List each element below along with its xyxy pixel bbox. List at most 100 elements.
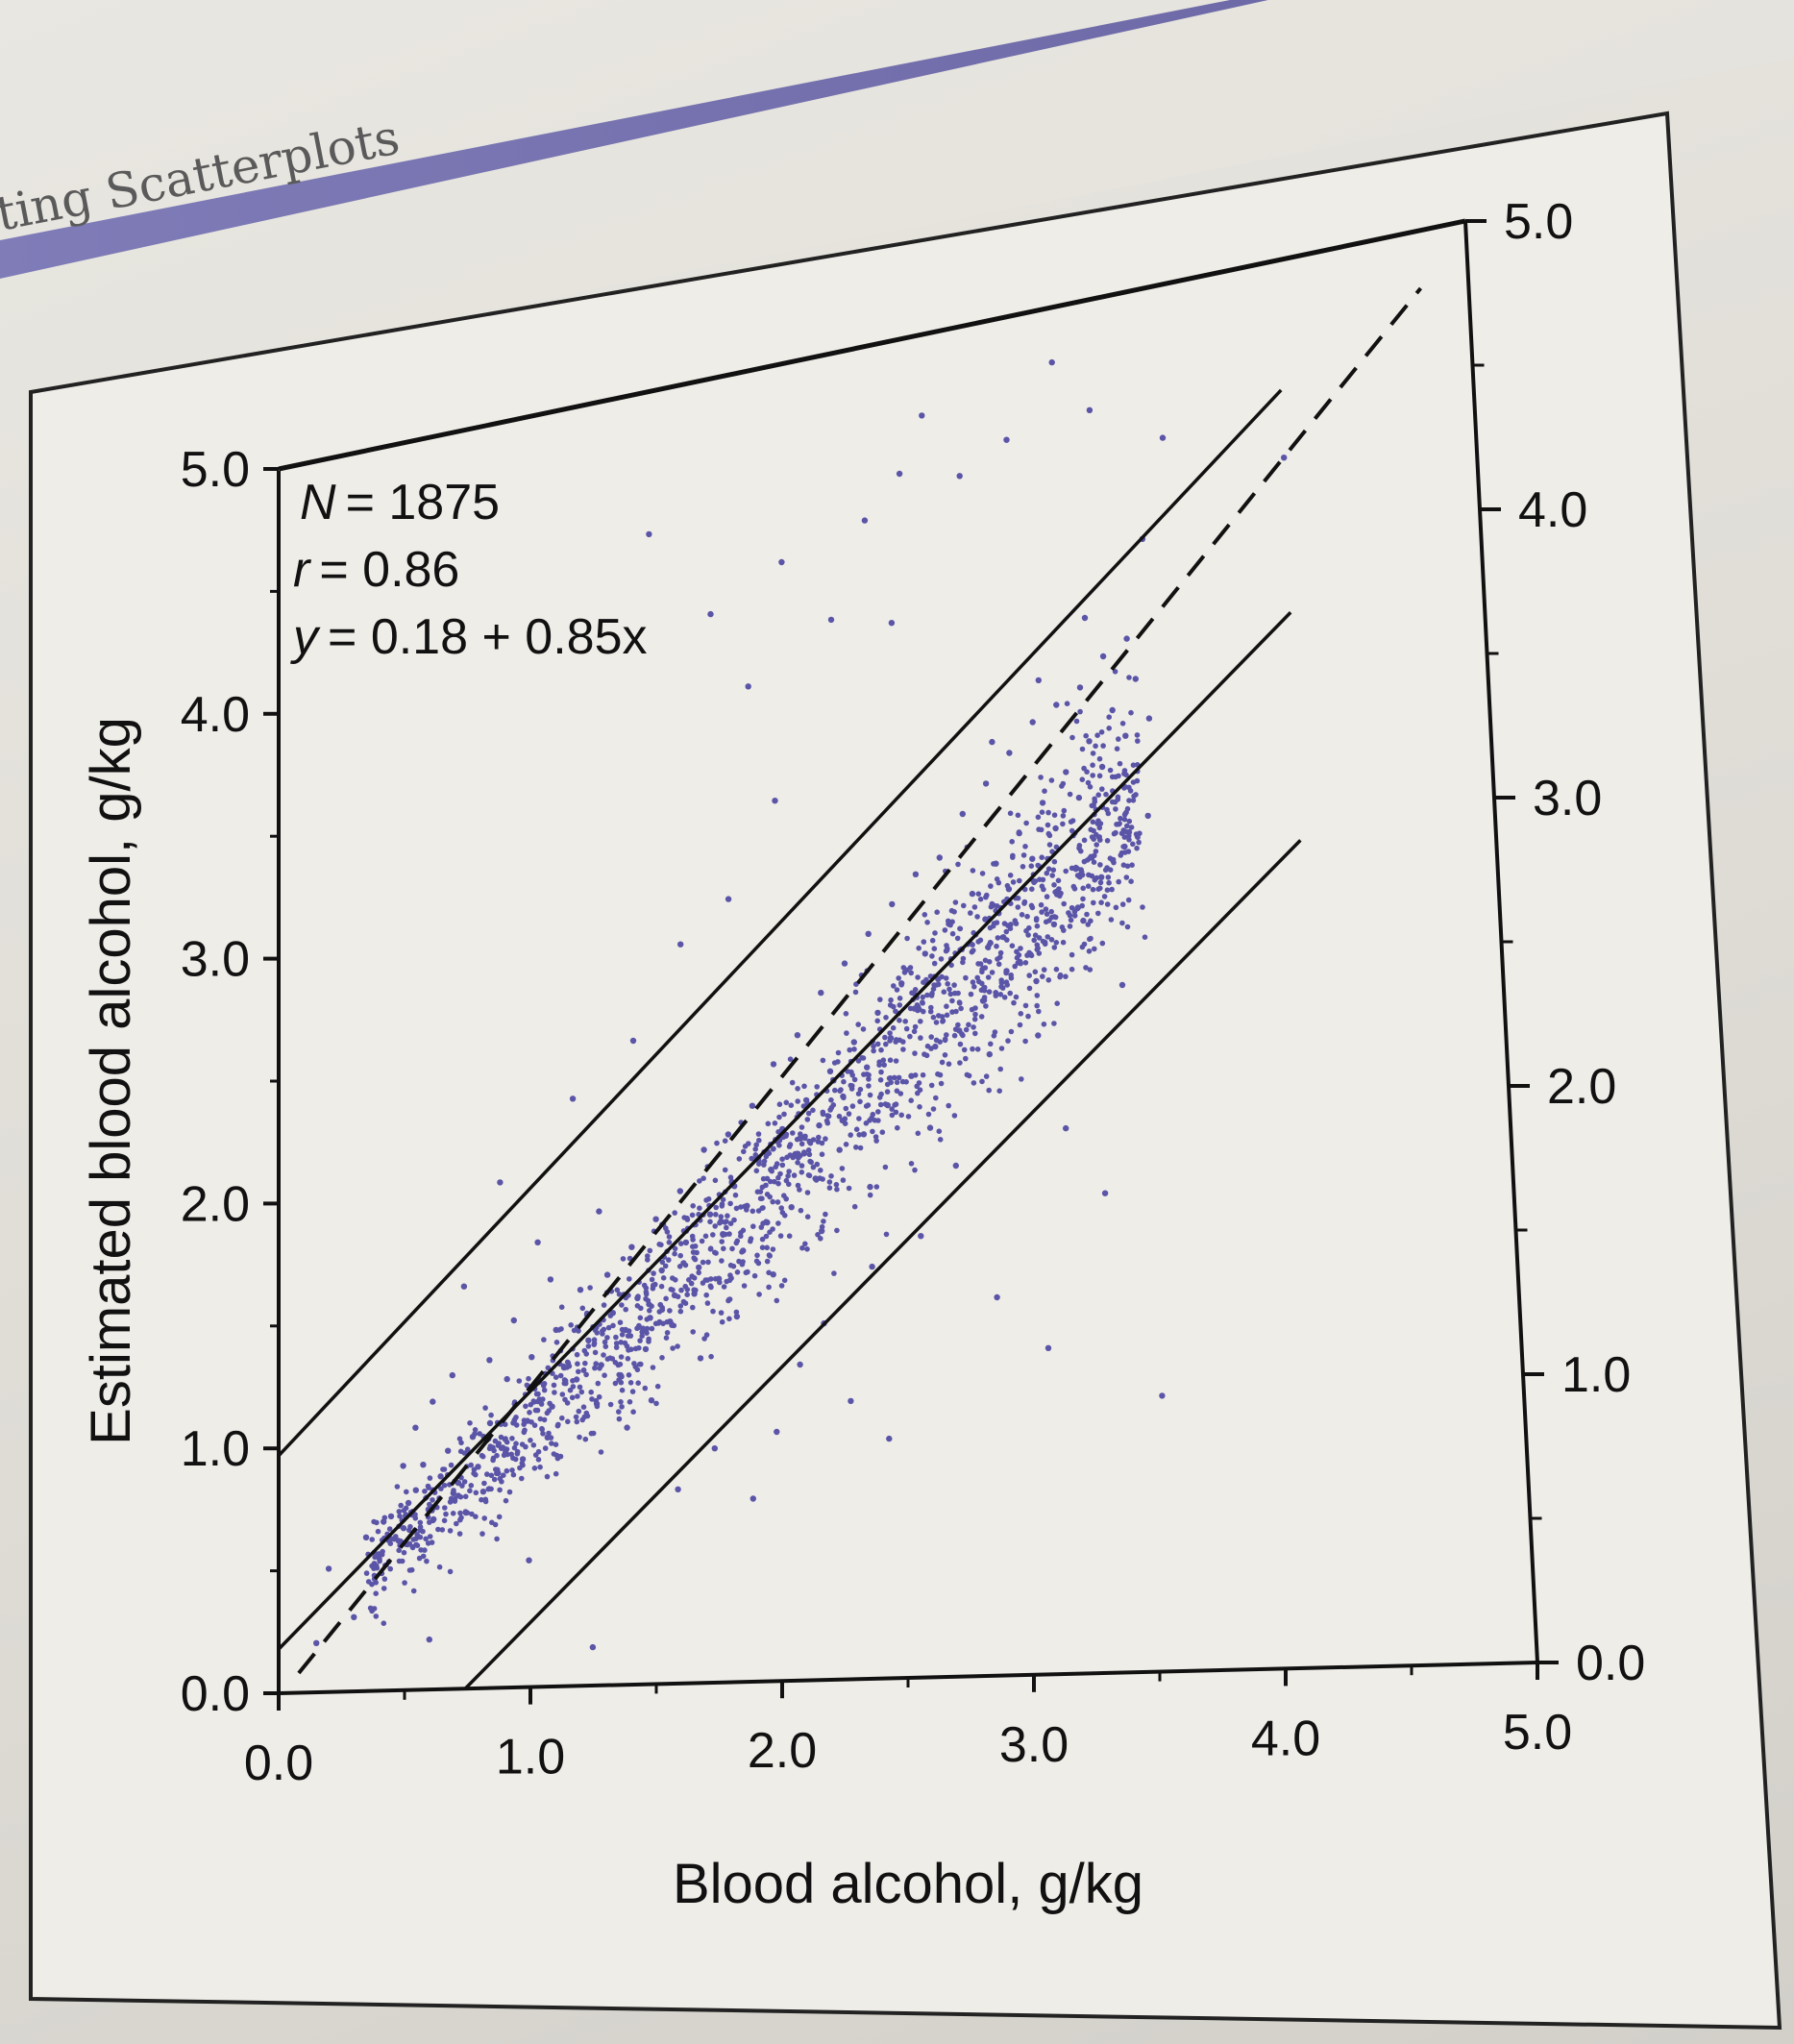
data-point bbox=[607, 1313, 614, 1318]
data-point bbox=[761, 1162, 767, 1168]
data-point bbox=[1069, 734, 1075, 741]
data-point bbox=[1113, 806, 1118, 812]
data-point bbox=[401, 1549, 407, 1556]
data-point bbox=[980, 965, 986, 972]
data-point bbox=[873, 1138, 879, 1144]
data-point bbox=[575, 1361, 580, 1367]
data-point bbox=[959, 810, 966, 818]
data-point bbox=[1073, 718, 1080, 725]
data-point bbox=[770, 1226, 775, 1232]
data-point bbox=[963, 1026, 970, 1033]
data-point bbox=[853, 1145, 859, 1150]
data-point bbox=[848, 1086, 855, 1092]
data-point bbox=[969, 1006, 975, 1013]
data-point bbox=[730, 1263, 737, 1269]
data-point bbox=[468, 1483, 475, 1489]
data-point bbox=[983, 1073, 990, 1079]
data-point bbox=[719, 1239, 725, 1244]
data-point bbox=[870, 1128, 875, 1135]
data-point bbox=[642, 1385, 649, 1391]
data-point bbox=[744, 1207, 750, 1213]
data-point bbox=[1104, 838, 1111, 844]
data-point bbox=[420, 1553, 427, 1560]
data-point bbox=[1036, 950, 1043, 956]
data-point bbox=[860, 1026, 867, 1032]
data-point bbox=[917, 1104, 922, 1110]
data-point bbox=[524, 1382, 530, 1389]
data-point bbox=[1159, 1392, 1166, 1399]
data-point bbox=[1092, 946, 1097, 952]
data-point bbox=[604, 1335, 610, 1341]
data-point bbox=[791, 1172, 798, 1178]
data-point bbox=[914, 1083, 920, 1090]
data-point bbox=[622, 1340, 628, 1346]
data-point bbox=[806, 1139, 813, 1145]
data-point bbox=[894, 987, 900, 993]
data-point bbox=[1113, 904, 1119, 911]
data-point bbox=[675, 1486, 681, 1493]
data-point bbox=[804, 1214, 811, 1219]
data-point bbox=[645, 1253, 651, 1259]
data-point bbox=[938, 1080, 945, 1087]
data-point bbox=[796, 1154, 801, 1161]
data-point bbox=[979, 980, 985, 987]
data-point bbox=[883, 1041, 889, 1047]
x-tick-label: 3.0 bbox=[999, 1717, 1069, 1773]
data-point bbox=[558, 1304, 565, 1310]
data-point bbox=[663, 1295, 669, 1302]
data-point bbox=[924, 1043, 931, 1049]
data-point bbox=[814, 1084, 820, 1090]
data-point bbox=[593, 1361, 599, 1367]
data-point bbox=[1134, 732, 1141, 738]
data-point bbox=[654, 1383, 661, 1390]
data-point bbox=[986, 989, 993, 995]
data-point bbox=[651, 1270, 656, 1276]
data-point bbox=[583, 1351, 589, 1357]
data-point bbox=[1126, 798, 1132, 803]
data-point bbox=[1080, 896, 1086, 902]
data-point bbox=[423, 1536, 429, 1542]
data-point bbox=[488, 1472, 495, 1479]
data-point bbox=[1140, 904, 1145, 910]
data-point bbox=[1038, 775, 1044, 780]
data-point bbox=[1099, 940, 1106, 947]
data-point bbox=[460, 1283, 468, 1290]
data-point bbox=[675, 1293, 681, 1300]
data-point bbox=[724, 1224, 729, 1231]
data-point bbox=[756, 1292, 762, 1297]
data-point bbox=[486, 1445, 493, 1452]
data-point bbox=[745, 1268, 750, 1275]
data-point bbox=[757, 1195, 764, 1201]
data-point bbox=[510, 1455, 516, 1462]
data-point bbox=[1104, 806, 1110, 813]
data-point bbox=[869, 1263, 875, 1270]
data-point bbox=[823, 1211, 828, 1218]
data-point bbox=[616, 1377, 622, 1383]
data-point bbox=[617, 1361, 624, 1367]
y-tick-label-left: 2.0 bbox=[181, 1176, 250, 1232]
y-tick-label-right: 1.0 bbox=[1561, 1347, 1631, 1403]
data-point bbox=[404, 1489, 409, 1495]
data-point bbox=[783, 1131, 790, 1138]
data-point bbox=[1098, 899, 1104, 905]
data-point bbox=[670, 1345, 676, 1351]
data-point bbox=[995, 961, 1002, 968]
data-point bbox=[1084, 769, 1090, 775]
data-point bbox=[568, 1322, 574, 1328]
data-point bbox=[852, 989, 859, 996]
data-point bbox=[675, 1343, 680, 1349]
stat-r-value: = 0.86 bbox=[319, 542, 459, 598]
data-point bbox=[820, 1111, 826, 1118]
data-point bbox=[849, 1103, 856, 1109]
data-point bbox=[643, 1295, 649, 1302]
data-point bbox=[867, 1092, 873, 1098]
data-point bbox=[412, 1515, 419, 1521]
data-point bbox=[637, 1338, 643, 1343]
data-point bbox=[577, 1384, 583, 1391]
data-point bbox=[630, 1409, 636, 1415]
data-point bbox=[1092, 796, 1097, 802]
data-point bbox=[920, 994, 926, 1000]
data-point bbox=[670, 1287, 676, 1293]
data-point bbox=[1004, 982, 1010, 988]
header-shade bbox=[0, 0, 1794, 404]
